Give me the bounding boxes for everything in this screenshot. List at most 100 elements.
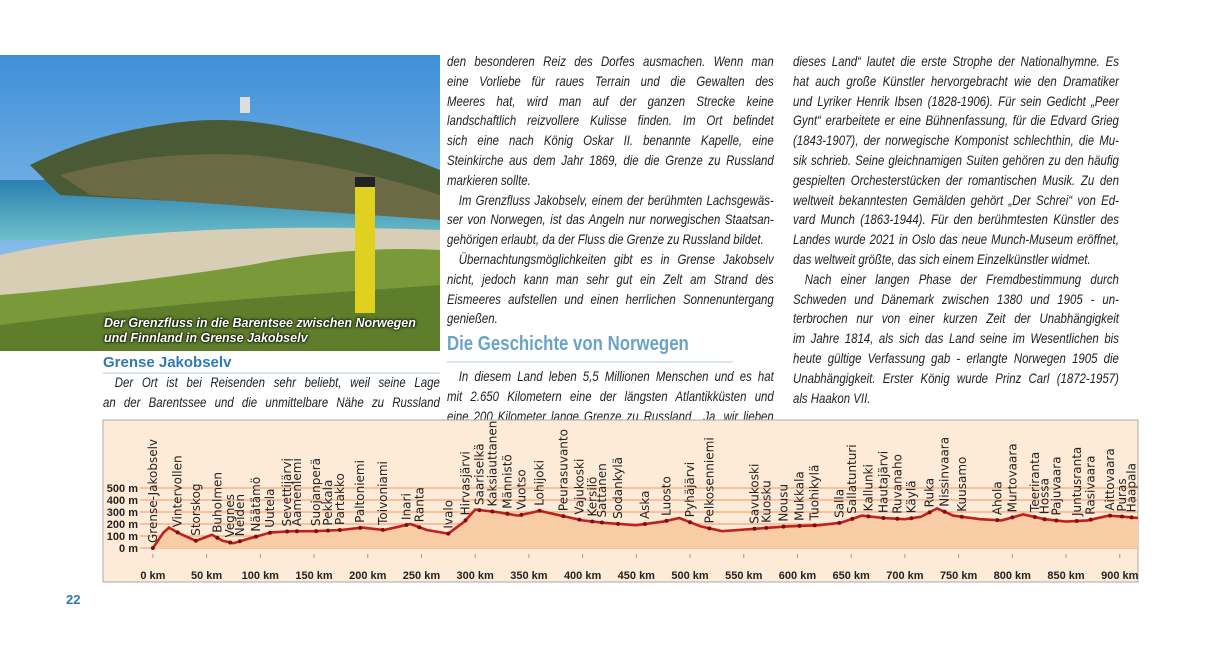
place-marker: [267, 530, 272, 535]
caption-line: und Finnland in Grense Jakobselv: [104, 330, 308, 345]
place-label: Inari: [399, 493, 413, 520]
place-label: Ahola: [990, 481, 1004, 515]
place-marker: [193, 538, 198, 543]
text-line: Übernachtungsmöglichkeiten gibt es in Gr…: [458, 251, 774, 267]
y-tick-label: 200 m: [107, 519, 138, 531]
place-marker: [150, 546, 155, 550]
place-label: Lohijoki: [533, 460, 547, 506]
place-marker: [577, 517, 582, 522]
place-label: Vegnes: [223, 494, 237, 538]
place-label: Uutela: [263, 489, 277, 528]
place-marker: [285, 529, 290, 534]
paragraph: den besonderen Reiz des Dorfes ausmachen…: [447, 52, 774, 191]
place-marker: [537, 508, 542, 513]
place-marker: [175, 530, 180, 535]
place-marker: [1129, 515, 1134, 520]
x-tick-label: 50 km: [191, 570, 222, 582]
place-label: Nissinvaara: [938, 437, 952, 507]
place-marker: [707, 526, 712, 531]
paragraph: dieses Land“ lautet die erste Strophe de…: [793, 52, 1119, 270]
text-line: heute gültige Verfassung gab - erlangte …: [793, 350, 1119, 366]
place-label: Männistö: [500, 454, 514, 509]
place-label: Hautajärvi: [876, 451, 890, 513]
text-line: markieren sollte.: [447, 172, 531, 188]
place-label: Tuohikylä: [808, 465, 822, 522]
text-line: sik schrieb. Seine gleichnamigen Suiten …: [793, 152, 1119, 168]
place-label: Haapala: [1125, 463, 1139, 512]
place-label: Kersilö: [585, 477, 599, 517]
place-marker: [881, 516, 886, 520]
place-marker: [477, 508, 482, 513]
paragraph: Im Grenzfluss Jakobselv, einem der berüh…: [447, 191, 774, 250]
place-marker: [380, 527, 385, 532]
text-line: weltweit bekanntesten Gemälden gehört „D…: [793, 192, 1119, 208]
column: den besonderen Reiz des Dorfes ausmachen…: [447, 52, 774, 427]
place-label: Pekkala: [321, 480, 335, 526]
place-label: Peurasuvanto: [556, 429, 570, 511]
place-label: Sallatunturi: [845, 444, 859, 514]
text-line: und Lyriker Henrik Ibsen (1828-1906). Fü…: [793, 93, 1119, 109]
text-line: sich eine nach König Oskar II. benannte …: [447, 133, 774, 149]
place-marker: [358, 525, 363, 530]
place-marker: [1032, 515, 1037, 520]
place-label: Grense-Jakobselv: [146, 439, 160, 543]
place-label: Kuosku: [759, 480, 773, 523]
place-label: Juntusranta: [1070, 447, 1084, 517]
place-marker: [797, 523, 802, 528]
x-tick-label: 800 km: [994, 570, 1032, 582]
text-line: an der Barentssee und die unmittelbare N…: [103, 394, 440, 410]
place-label: Vuotso: [514, 469, 528, 510]
place-label: Luosto: [659, 476, 673, 516]
place-label: Näätämö: [249, 477, 263, 532]
place-marker: [490, 509, 495, 514]
paragraph: Der Ort ist bei Reisenden sehr beliebt, …: [103, 373, 440, 413]
place-label: Saariselkä: [472, 443, 486, 505]
place-marker: [959, 514, 964, 519]
place-marker: [942, 509, 947, 514]
place-marker: [228, 540, 233, 545]
text-line: Eismeeres aufstellen und einen herrliche…: [447, 291, 774, 307]
text-line: mit 2.650 Kilometern eine der längsten A…: [447, 388, 774, 404]
text-line: den besonderen Reiz des Dorfes ausmachen…: [447, 54, 774, 69]
text-line: dieses Land“ lautet die erste Strophe de…: [793, 54, 1119, 69]
place-marker: [599, 520, 604, 525]
place-label: Salla: [832, 489, 846, 518]
x-tick-label: 400 km: [564, 570, 602, 582]
place-marker: [505, 511, 510, 516]
place-marker: [404, 522, 409, 527]
place-label: Neiden: [233, 494, 247, 536]
place-marker: [688, 520, 693, 525]
place-marker: [325, 528, 330, 533]
place-label: Nousu: [776, 484, 790, 522]
place-marker: [294, 529, 299, 534]
place-marker: [463, 518, 468, 523]
place-marker: [215, 535, 220, 540]
text-line: ser von Norwegen, ist das Angeln nur nor…: [447, 212, 774, 228]
y-tick-label: 500 m: [107, 483, 138, 495]
text-line: gespielten Orchesterstücken der romantis…: [793, 172, 1119, 188]
x-tick-label: 750 km: [940, 570, 978, 582]
y-tick-label: 300 m: [107, 507, 138, 519]
photo: [0, 55, 440, 351]
text-line: Steinkirche aus dem Jahr 1869, die die G…: [447, 152, 774, 168]
text-line: vard Munch (1863-1944). Für den berühmte…: [793, 212, 1119, 228]
place-label: Partakko: [333, 473, 347, 525]
text-line: (1843-1907), der norwegische Komponist s…: [793, 133, 1119, 149]
text-line: das weltweit größte, das sich einem Einz…: [793, 251, 1091, 267]
text-line: In diesem Land leben 5,5 Millionen Mensc…: [458, 369, 774, 385]
text-line: nicht, jedoch kann man sehr gut ein Zelt…: [447, 271, 774, 287]
x-tick-label: 350 km: [510, 570, 548, 582]
text-line: Landes wurde 2021 in Oslo das neue Munch…: [793, 232, 1119, 248]
place-marker: [909, 516, 914, 521]
place-marker: [417, 525, 422, 530]
x-tick-label: 900 km: [1101, 570, 1139, 582]
place-marker: [237, 539, 242, 544]
text-line: Im Grenzfluss Jakobselv, einem der berüh…: [458, 192, 774, 208]
page-number: 22: [66, 592, 81, 607]
place-marker: [927, 510, 932, 515]
place-label: Mukkala: [793, 471, 807, 521]
y-tick-label: 400 m: [107, 495, 138, 507]
section-heading: Grense Jakobselv: [103, 354, 440, 374]
